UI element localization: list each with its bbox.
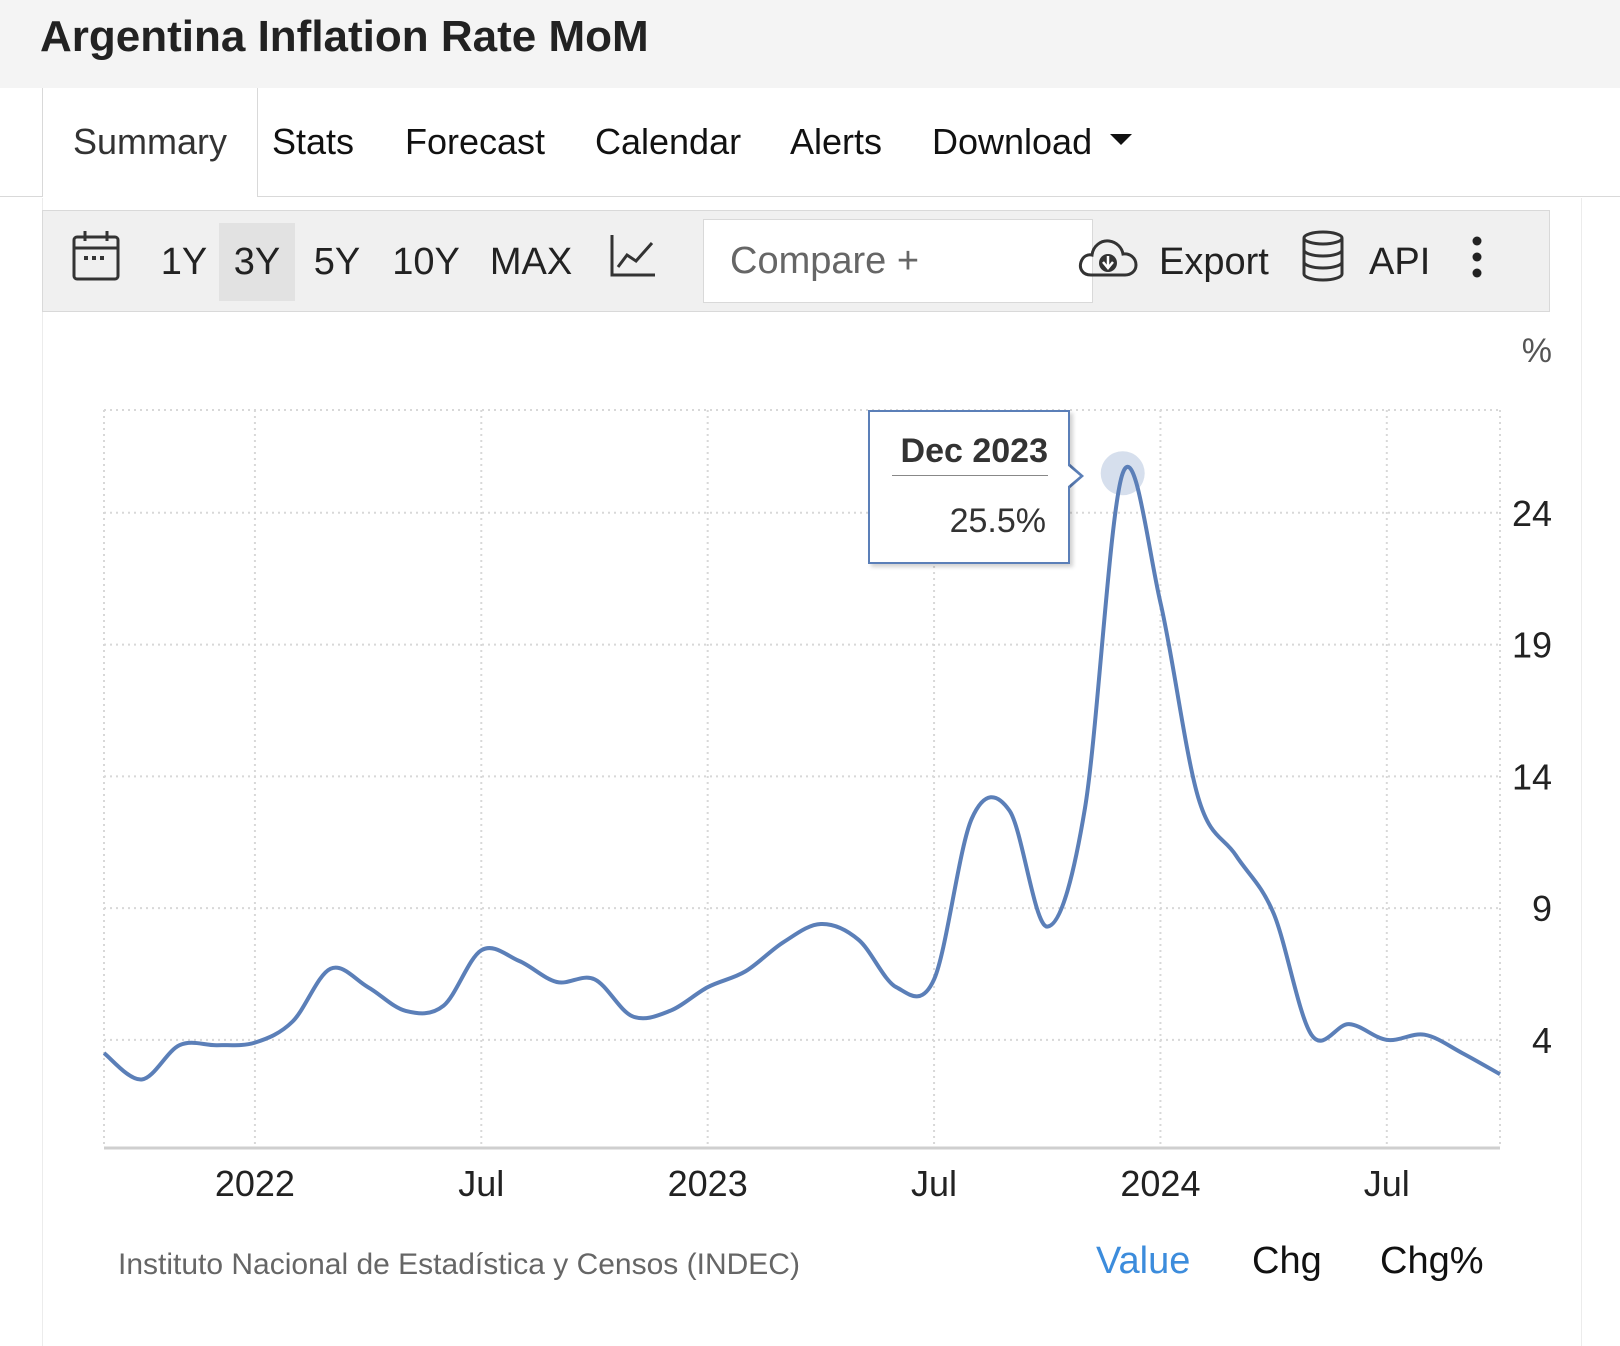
inflation-line-chart: 4 9 14 19 24% 2022 Jul 2023 Jul 2024 Jul <box>101 332 1552 1200</box>
view-chg-button[interactable]: Chg <box>1252 1240 1322 1282</box>
y-tick-label: 14 <box>1512 756 1552 797</box>
data-point <box>742 968 748 974</box>
data-point <box>252 1040 258 1046</box>
tab-forecast[interactable]: Forecast <box>405 121 546 162</box>
data-point <box>818 921 824 927</box>
data-point <box>139 1076 145 1082</box>
data-point <box>327 966 333 972</box>
data-point <box>969 816 975 822</box>
view-chg-pct-button[interactable]: Chg% <box>1380 1240 1484 1282</box>
data-point <box>478 947 484 953</box>
x-tick-label: Jul <box>458 1163 504 1200</box>
y-tick-label: 19 <box>1512 625 1552 666</box>
x-tick-label: 2024 <box>1120 1163 1200 1200</box>
range-3y-button[interactable]: 3Y <box>219 223 295 301</box>
api-button[interactable]: API <box>1369 241 1431 283</box>
data-point <box>101 1050 107 1056</box>
database-icon[interactable] <box>1301 229 1345 283</box>
tab-stats[interactable]: Stats <box>272 121 355 162</box>
compare-input[interactable]: Compare + <box>703 219 1093 303</box>
tab-bar: Summary Stats Forecast Calendar Alerts D… <box>0 88 1620 197</box>
chart-tooltip: Dec 2023 25.5% <box>868 410 1070 564</box>
data-point <box>1082 805 1088 811</box>
more-vertical-icon[interactable] <box>1469 235 1485 279</box>
chart-axes: 4 9 14 19 24% 2022 Jul 2023 Jul 2024 Jul <box>104 332 1552 1200</box>
data-point <box>780 939 786 945</box>
line-chart-icon[interactable] <box>609 233 657 279</box>
data-point <box>931 976 937 982</box>
data-point <box>365 984 371 990</box>
data-point <box>856 937 862 943</box>
y-tick-label: 24 <box>1512 493 1552 534</box>
view-value-button[interactable]: Value <box>1096 1240 1191 1282</box>
chart-toolbar: 1Y 3Y 5Y 10Y MAX Compare + Export API <box>42 210 1550 312</box>
data-point <box>1346 1021 1352 1027</box>
data-point <box>1044 924 1050 930</box>
x-tick-label: 2022 <box>215 1163 295 1200</box>
tooltip-arrow-inner <box>1067 465 1080 487</box>
chart-series <box>101 451 1503 1082</box>
data-point <box>1308 1032 1314 1038</box>
chart-grid <box>103 409 1501 1148</box>
data-point <box>1384 1037 1390 1043</box>
export-button[interactable]: Export <box>1159 241 1269 283</box>
data-point <box>591 976 597 982</box>
tooltip-date: Dec 2023 <box>892 432 1048 476</box>
data-point <box>1233 852 1239 858</box>
data-point <box>1271 910 1277 916</box>
title-bar: Argentina Inflation Rate MoM <box>0 0 1620 89</box>
tab-download[interactable]: Download <box>932 88 1133 196</box>
data-point <box>629 1013 635 1019</box>
caret-down-icon <box>1110 133 1133 145</box>
tab-download-label: Download <box>932 121 1093 162</box>
data-point <box>290 1018 296 1024</box>
x-tick-label: Jul <box>911 1163 957 1200</box>
chart-panel <box>42 198 1582 1346</box>
data-point <box>1422 1032 1428 1038</box>
cloud-download-icon[interactable] <box>1077 237 1139 279</box>
range-max-button[interactable]: MAX <box>489 241 573 283</box>
range-10y-button[interactable]: 10Y <box>392 241 460 283</box>
data-point <box>1497 1071 1503 1077</box>
data-point <box>176 1042 182 1048</box>
hover-highlight-marker <box>1100 451 1145 496</box>
data-point <box>554 979 560 985</box>
data-point <box>1195 794 1201 800</box>
data-point <box>516 958 522 964</box>
data-point <box>403 1008 409 1014</box>
range-1y-button[interactable]: 1Y <box>160 241 208 283</box>
data-point <box>893 984 899 990</box>
data-point <box>1157 599 1163 605</box>
data-point <box>1459 1050 1465 1056</box>
data-point <box>667 1008 673 1014</box>
data-point <box>214 1042 220 1048</box>
y-unit-label: % <box>1522 332 1552 370</box>
calendar-icon[interactable] <box>71 229 121 283</box>
data-point <box>705 984 711 990</box>
tab-calendar[interactable]: Calendar <box>595 121 742 162</box>
y-tick-label: 4 <box>1532 1020 1552 1061</box>
series-line <box>102 464 1501 1082</box>
data-source: Instituto Nacional de Estadística y Cens… <box>118 1248 800 1281</box>
tooltip-value: 25.5% <box>949 502 1046 540</box>
tab-summary[interactable]: Summary <box>42 88 258 197</box>
x-tick-label: 2023 <box>668 1163 748 1200</box>
tab-alerts[interactable]: Alerts <box>790 121 883 162</box>
page-title: Argentina Inflation Rate MoM <box>40 12 649 61</box>
range-5y-button[interactable]: 5Y <box>313 241 361 283</box>
x-tick-label: Jul <box>1364 1163 1410 1200</box>
y-tick-label: 9 <box>1532 888 1552 929</box>
data-point <box>441 1003 447 1009</box>
data-point <box>1007 808 1013 814</box>
